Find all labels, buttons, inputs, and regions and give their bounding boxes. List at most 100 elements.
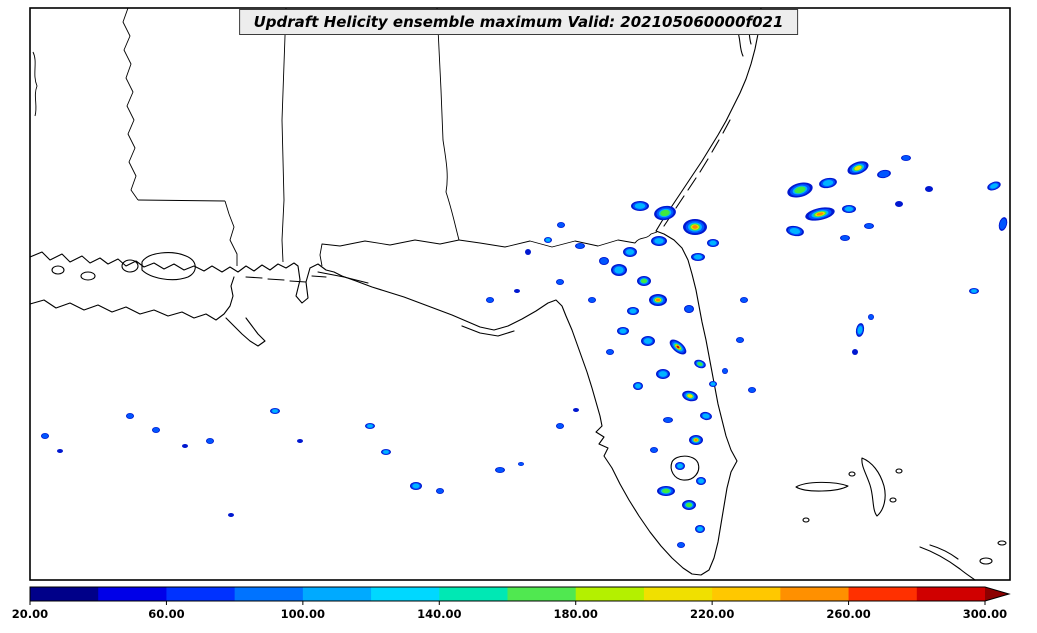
uh-blob-contour <box>556 423 564 429</box>
uh-blob <box>696 477 706 485</box>
uh-blob-contour <box>297 439 303 443</box>
uh-blob-contour <box>694 438 698 442</box>
uh-blob-contour <box>660 209 670 217</box>
colorbar-tick-label: 60.00 <box>148 607 184 621</box>
uh-blob-contour <box>573 408 579 412</box>
lake-okeechobee <box>670 455 700 481</box>
uh-blob-contour <box>625 249 635 255</box>
uh-blob <box>736 337 744 343</box>
uh-blob-contour <box>614 266 624 274</box>
colorbar-tick-label: 260.00 <box>826 607 870 621</box>
uh-blob <box>700 411 712 421</box>
uh-blob-contour <box>635 383 641 389</box>
uh-blob-contour <box>868 314 874 320</box>
uh-blob <box>925 186 933 192</box>
colorbar-over-arrow <box>985 587 1009 601</box>
uh-blob-contour <box>650 447 658 453</box>
uh-blob-contour <box>545 238 551 242</box>
colorbar-segment <box>848 587 918 601</box>
uh-blob-contour <box>878 170 890 178</box>
uh-blob-contour <box>228 513 234 517</box>
uh-blob <box>969 288 979 294</box>
uh-blob-contour <box>999 218 1007 230</box>
uh-blob-contour <box>865 223 873 229</box>
uh-blob-contour <box>925 186 933 192</box>
uh-blob <box>695 525 705 533</box>
uh-blob <box>709 381 717 387</box>
uh-blob <box>740 297 748 303</box>
uh-blob-contour <box>576 243 584 249</box>
colorbar-segment <box>302 587 372 601</box>
uh-blob-contour <box>629 308 637 314</box>
uh-blob <box>682 390 698 402</box>
uh-blob <box>895 201 903 207</box>
uh-blob <box>525 249 531 255</box>
uh-blob-contour <box>367 424 373 428</box>
uh-blob <box>650 447 658 453</box>
uh-blob <box>641 336 655 346</box>
uh-blob-contour <box>655 298 661 302</box>
uh-blob <box>57 449 63 453</box>
uh-blob <box>556 423 564 429</box>
uh-blob <box>228 513 234 517</box>
colorbar-outline <box>29 586 1011 602</box>
uh-blob-contour <box>841 235 849 241</box>
uh-blob <box>623 247 637 257</box>
uh-blob-contour <box>740 297 748 303</box>
colorbar-tick-label: 20.00 <box>12 607 48 621</box>
uh-blob <box>654 205 676 221</box>
uh-blob-contour <box>693 254 703 260</box>
uh-blob <box>637 276 651 286</box>
uh-blob <box>206 438 214 444</box>
uh-blob-contour <box>902 155 910 161</box>
uh-blob <box>656 369 670 379</box>
uh-blob <box>599 257 609 265</box>
uh-blob <box>847 161 869 175</box>
uh-blob <box>694 359 706 369</box>
uh-blob-contour <box>525 249 531 255</box>
uh-blob-contour <box>789 228 801 234</box>
uh-blob <box>41 433 49 439</box>
uh-blob-contour <box>57 449 63 453</box>
uh-blob <box>588 297 596 303</box>
uh-blob <box>842 205 856 213</box>
uh-blob <box>840 235 850 241</box>
uh-blob <box>987 181 1001 191</box>
uh-blob <box>683 219 707 235</box>
colorbar-segment <box>507 587 577 601</box>
uh-blob <box>787 182 813 198</box>
colorbar-segment <box>371 587 440 601</box>
uh-blob-contour <box>816 212 824 216</box>
uh-blob <box>152 427 160 433</box>
uh-blob-contour <box>664 417 672 423</box>
uh-blob-contour <box>702 413 710 419</box>
uh-blob <box>819 177 837 189</box>
colorbar-segment <box>575 587 645 601</box>
uh-blob <box>436 488 444 494</box>
uh-blob <box>627 307 639 315</box>
uh-blob <box>677 542 685 548</box>
uh-blob-contour <box>990 183 998 189</box>
uh-blob-contour <box>606 349 614 355</box>
uh-blob <box>365 423 375 429</box>
uh-blob <box>669 339 687 355</box>
uh-blob-contour <box>697 526 703 532</box>
uh-blob-contour <box>383 450 389 454</box>
uh-blob <box>182 444 188 448</box>
uh-blob-contour <box>736 337 744 343</box>
uh-blob-contour <box>687 394 693 398</box>
colorbar-segment <box>643 587 713 601</box>
colorbar-segment <box>712 587 781 601</box>
coastlines <box>29 7 1007 581</box>
colorbar-tick-label: 140.00 <box>417 607 461 621</box>
uh-blob <box>633 382 643 390</box>
map-frame <box>29 7 1011 581</box>
uh-blob <box>557 222 565 228</box>
uh-blob-contour <box>710 382 716 386</box>
colorbar-segment <box>234 587 304 601</box>
uh-blob <box>689 435 703 445</box>
uh-blob-contour <box>514 289 520 293</box>
uh-blob <box>575 243 585 249</box>
uh-blob-contour <box>692 225 698 229</box>
bahamas-islands <box>795 457 1007 581</box>
